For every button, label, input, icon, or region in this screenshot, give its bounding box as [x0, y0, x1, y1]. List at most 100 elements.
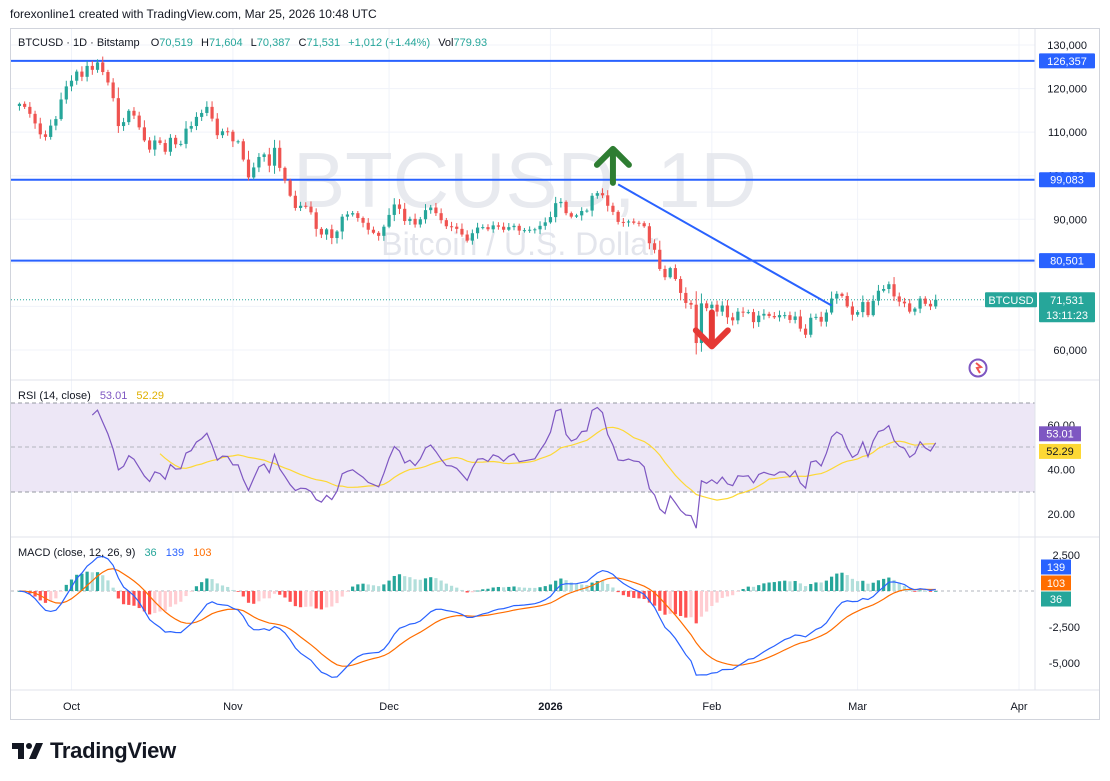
- macd-title: MACD (close, 12, 26, 9): [18, 547, 135, 559]
- candle-body: [28, 106, 32, 114]
- candle-body: [725, 305, 730, 318]
- candle-body: [439, 213, 443, 221]
- macd-hist-value: 36: [144, 547, 156, 559]
- candle-body: [892, 284, 896, 297]
- candle-body: [59, 99, 63, 120]
- candles[interactable]: [17, 56, 938, 355]
- horizontal-levels[interactable]: [11, 59, 1035, 262]
- candle-body: [835, 293, 839, 299]
- candle-body: [75, 71, 79, 81]
- macd-histogram-bar: [892, 579, 896, 591]
- macd-histogram-bar: [158, 591, 162, 612]
- candle-body: [902, 301, 907, 304]
- macd-histogram-bar: [116, 591, 120, 599]
- candle-body: [731, 317, 735, 321]
- macd-histogram-bar: [710, 591, 714, 607]
- macd-histogram-bar: [366, 584, 370, 591]
- rsi-value: 53.01: [100, 390, 128, 402]
- candle-body: [106, 72, 110, 83]
- macd-histogram-bar: [788, 581, 792, 591]
- rsi-ma-badge-bg: [1039, 443, 1081, 459]
- macd-histogram-bar: [64, 584, 68, 591]
- candle-body: [413, 218, 417, 225]
- macd-axis[interactable]: 2,500 -2,500 -5,000: [1049, 550, 1080, 670]
- macd-histogram-bar: [298, 591, 303, 608]
- macd-histogram-bar: [226, 586, 230, 591]
- macd-histogram-bar: [897, 583, 901, 591]
- macd-histogram-bar: [616, 591, 620, 593]
- macd-pane[interactable]: [11, 555, 1035, 678]
- candle-body: [928, 303, 933, 307]
- candle-body: [626, 221, 631, 223]
- macd-histogram-bar: [699, 591, 704, 617]
- macd-histogram-bar: [293, 591, 297, 607]
- macd-histogram-bar: [194, 586, 199, 591]
- candle-body: [142, 127, 146, 141]
- legend-change: +1,012 (+1.44%): [348, 37, 430, 49]
- macd-histogram-bar: [574, 584, 579, 591]
- level-badge-bg: [1039, 172, 1095, 188]
- macd-histogram-bar: [351, 586, 355, 591]
- time-tick-label: Nov: [223, 701, 243, 713]
- candle-body: [772, 316, 776, 318]
- macd-histogram-bar: [163, 591, 167, 612]
- time-axis[interactable]: Oct Nov Dec 2026 Feb Mar Apr: [63, 701, 1028, 713]
- candle-body: [366, 222, 370, 230]
- macd-histogram-bar: [882, 578, 886, 591]
- macd-histogram-bar: [43, 591, 48, 603]
- legend-low: 70,387: [257, 37, 291, 49]
- rsi-pane[interactable]: [11, 402, 1035, 529]
- candle-body: [460, 228, 464, 235]
- rsi-legend[interactable]: RSI (14, close) 53.01 52.29: [18, 390, 164, 402]
- candle-body: [522, 230, 527, 232]
- candle-body: [257, 156, 261, 168]
- macd-histogram-bar: [288, 591, 292, 602]
- tradingview-footer-logo[interactable]: TradingView: [12, 738, 176, 764]
- trendline[interactable]: [617, 183, 833, 307]
- price-tick-label: 110,000: [1048, 127, 1087, 139]
- macd-histogram-bar: [928, 591, 933, 592]
- candle-body: [694, 304, 698, 344]
- macd-histogram-bar: [809, 584, 813, 591]
- symbol-legend[interactable]: BTCUSD · 1D · Bitstamp O70,519 H71,604 L…: [18, 37, 487, 49]
- up-arrow-icon: [593, 145, 632, 186]
- candle-body: [720, 305, 724, 312]
- candle-body: [783, 315, 787, 317]
- price-tick-label: 90,000: [1053, 214, 1087, 226]
- candle-body: [699, 303, 704, 344]
- candle-body: [288, 180, 292, 196]
- macd-histogram-bar: [861, 580, 865, 591]
- candle-body: [934, 299, 938, 307]
- macd-histogram-bar: [324, 591, 329, 608]
- candle-body: [819, 316, 823, 322]
- macd-histogram-bar: [111, 587, 115, 591]
- macd-histogram-bar: [668, 591, 672, 614]
- candle-body: [335, 231, 339, 239]
- candle-body: [449, 226, 454, 228]
- candle-body: [241, 141, 245, 160]
- macd-histogram-bar: [923, 590, 927, 592]
- macd-histogram-bar: [257, 591, 261, 602]
- macd-histogram-bar: [397, 574, 402, 591]
- watermark: BTCUSD, 1D Bitcoin / U.S. Dollar: [293, 136, 757, 262]
- macd-legend[interactable]: MACD (close, 12, 26, 9) 36 139 103: [18, 547, 212, 559]
- candle-body: [387, 214, 391, 227]
- candle-body: [434, 207, 438, 214]
- candle-body: [470, 233, 474, 241]
- candle-body: [319, 228, 323, 235]
- macd-histogram-bar: [231, 589, 235, 591]
- candle-body: [220, 131, 225, 136]
- candle-body: [64, 86, 68, 100]
- macd-histogram-bar: [590, 582, 594, 591]
- candle-body: [871, 300, 875, 316]
- macd-histogram-bar: [101, 575, 105, 591]
- candle-body: [559, 201, 563, 204]
- candle-body: [528, 229, 532, 231]
- macd-histogram-bar: [491, 587, 495, 591]
- candle-body: [736, 311, 740, 321]
- candle-body: [845, 295, 849, 307]
- candle-body: [548, 217, 553, 223]
- macd-histogram-bar: [460, 589, 464, 591]
- macd-histogram-bar: [637, 591, 641, 599]
